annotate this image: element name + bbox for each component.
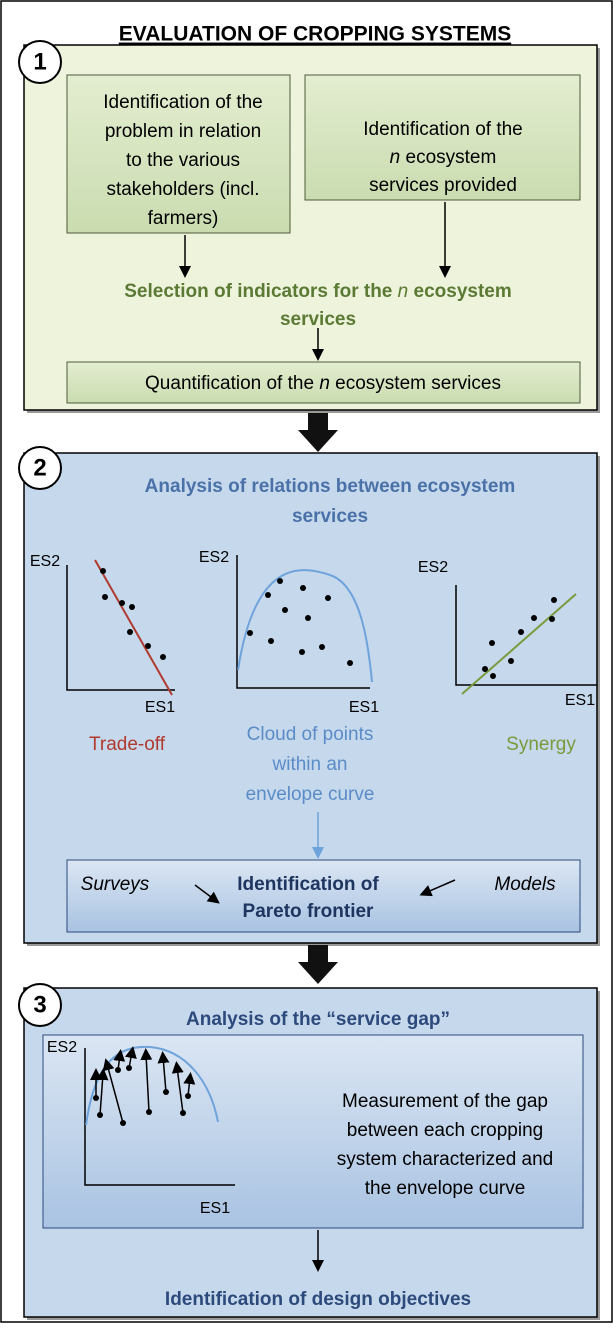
axis-label: ES2 (418, 559, 448, 576)
text-line: problem in relation (105, 121, 261, 142)
measurement-text: system characterized and (337, 1149, 554, 1170)
plot-gap: ES2 ES1 (47, 1039, 235, 1217)
selection-text: Selection of indicators for the n ecosys… (124, 281, 512, 302)
box-problem-text: Identification of the problem in relatio… (103, 92, 263, 229)
label-cloud: envelope curve (246, 784, 375, 805)
arrow (194, 884, 220, 904)
points (482, 597, 557, 679)
label-synergy: Synergy (506, 734, 576, 755)
box-pareto (66, 859, 581, 933)
box-gap (42, 1034, 584, 1229)
heading: Analysis of the “service gap” (186, 1009, 450, 1030)
heading: services (292, 506, 368, 527)
big-arrow (298, 413, 338, 452)
quantification-text: Quantification of the n ecosystem servic… (145, 373, 501, 394)
axes (236, 555, 370, 689)
heading: Analysis of relations between ecosystem (145, 476, 516, 497)
label-surveys: Surveys (81, 874, 150, 895)
measurement-text: the envelope curve (365, 1178, 526, 1199)
big-arrow (298, 945, 338, 984)
text-line: to the various (126, 150, 240, 171)
trend-line (94, 559, 173, 696)
text: ecosystem services (335, 373, 501, 394)
axis-label: ES1 (565, 692, 595, 709)
selection-text: services (280, 309, 356, 330)
axes (455, 585, 597, 686)
text: ecosystem (414, 281, 512, 302)
axis-label: ES1 (145, 699, 175, 716)
axis-label: ES2 (47, 1039, 77, 1056)
title: EVALUATION OF CROPPING SYSTEMS (119, 23, 511, 46)
italic-n: n (398, 281, 409, 302)
points (247, 578, 353, 666)
axis-label: ES1 (349, 699, 379, 716)
axes (84, 1048, 235, 1186)
text-line: Identification of the (103, 92, 263, 113)
axis-label: ES2 (199, 549, 229, 566)
text-line: Identification of the (363, 119, 523, 140)
envelope-curve (237, 569, 373, 683)
plot-cloud: ES2 ES1 (199, 549, 379, 716)
text: Quantification of the (145, 373, 314, 394)
box-quantification (66, 361, 581, 404)
axis-label: ES2 (30, 553, 60, 570)
plot-tradeoff: ES2 ES1 (30, 553, 175, 716)
points (93, 1065, 191, 1126)
label-models: Models (494, 874, 556, 895)
points (100, 568, 166, 660)
pareto-text: Pareto frontier (243, 901, 375, 922)
text-line: stakeholders (incl. (106, 179, 259, 200)
arrow (419, 879, 456, 897)
measurement-text: between each cropping (347, 1120, 543, 1141)
measurement-text: Measurement of the gap (342, 1091, 548, 1112)
objectives-text: Identification of design objectives (165, 1289, 471, 1310)
label-cloud: within an (272, 754, 348, 775)
plot-synergy: ES2 ES1 (418, 559, 597, 709)
step-circle (18, 40, 62, 84)
italic-n: n (390, 147, 401, 168)
axes (66, 565, 175, 691)
text-line: services provided (369, 175, 517, 196)
text: ecosystem (406, 147, 497, 168)
step-number: 1 (33, 48, 46, 75)
step-circle (18, 983, 62, 1027)
label-cloud: Cloud of points (247, 724, 374, 745)
step-number: 3 (33, 991, 46, 1018)
step-circle (18, 446, 62, 490)
step-number: 2 (33, 454, 46, 481)
box-services (304, 74, 581, 201)
axis-label: ES1 (200, 1200, 230, 1217)
text-line: n ecosystem (390, 147, 497, 168)
pareto-text: Identification of (237, 874, 379, 895)
italic-n: n (319, 373, 330, 394)
text-line: farmers) (148, 208, 219, 229)
label-tradeoff: Trade-off (89, 734, 166, 755)
trend-line (461, 593, 577, 695)
box-problem (66, 74, 291, 234)
text: Selection of indicators for the (124, 281, 392, 302)
